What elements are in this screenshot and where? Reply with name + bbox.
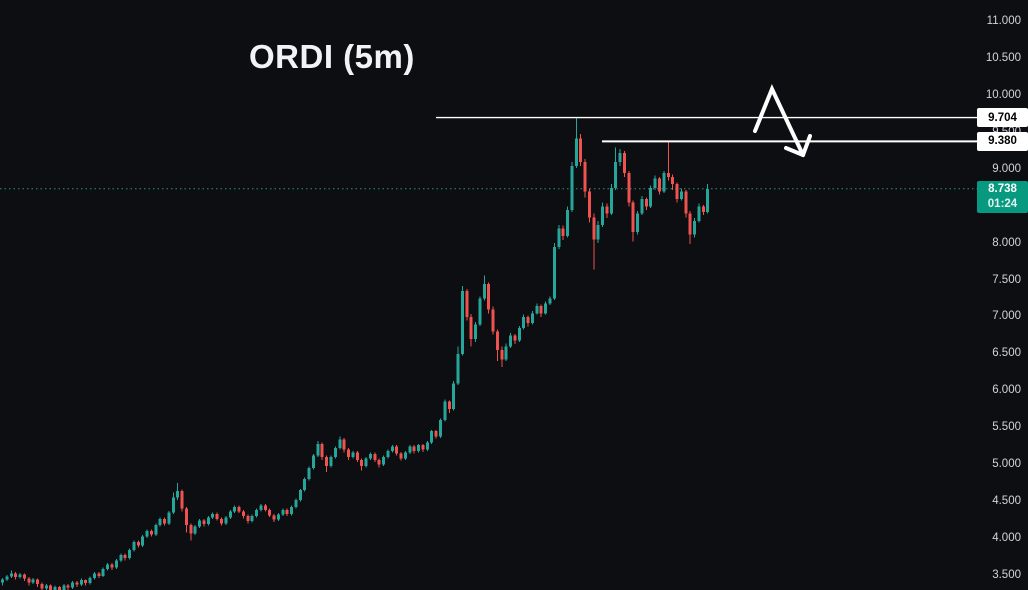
resistance-level-lines[interactable] bbox=[436, 116, 1028, 143]
arrow-annotation[interactable] bbox=[753, 84, 812, 157]
price-tick: 6.500 bbox=[992, 347, 1021, 360]
bar-countdown: 01:24 bbox=[987, 197, 1018, 210]
price-tick: 5.500 bbox=[992, 421, 1021, 434]
last-price-value: 8.738 bbox=[988, 182, 1017, 195]
last-price-label[interactable]: 8.738 01:24 bbox=[977, 180, 1028, 213]
price-tick: 7.500 bbox=[992, 273, 1021, 286]
price-tick: 9.000 bbox=[992, 162, 1021, 175]
price-tick: 5.000 bbox=[992, 457, 1021, 470]
price-tick: 3.500 bbox=[992, 568, 1021, 581]
price-tick: 7.000 bbox=[992, 310, 1021, 323]
price-tick: 6.000 bbox=[992, 384, 1021, 397]
price-tick: 8.000 bbox=[992, 236, 1021, 249]
price-tick: 11.000 bbox=[986, 15, 1021, 28]
price-tick: 10.000 bbox=[985, 89, 1021, 102]
price-tick: 4.500 bbox=[992, 494, 1021, 507]
symbol-title: ORDI (5m) bbox=[249, 38, 415, 75]
price-level-label-upper[interactable]: 9.704 bbox=[977, 108, 1028, 128]
price-axis[interactable]: 11.00010.50010.0009.5009.0008.0007.5007.… bbox=[958, 0, 1028, 590]
price-tick: 4.000 bbox=[992, 531, 1021, 544]
candles-layer bbox=[1, 117, 710, 590]
price-level-label-lower[interactable]: 9.380 bbox=[977, 131, 1028, 151]
price-tick: 10.500 bbox=[985, 52, 1021, 65]
